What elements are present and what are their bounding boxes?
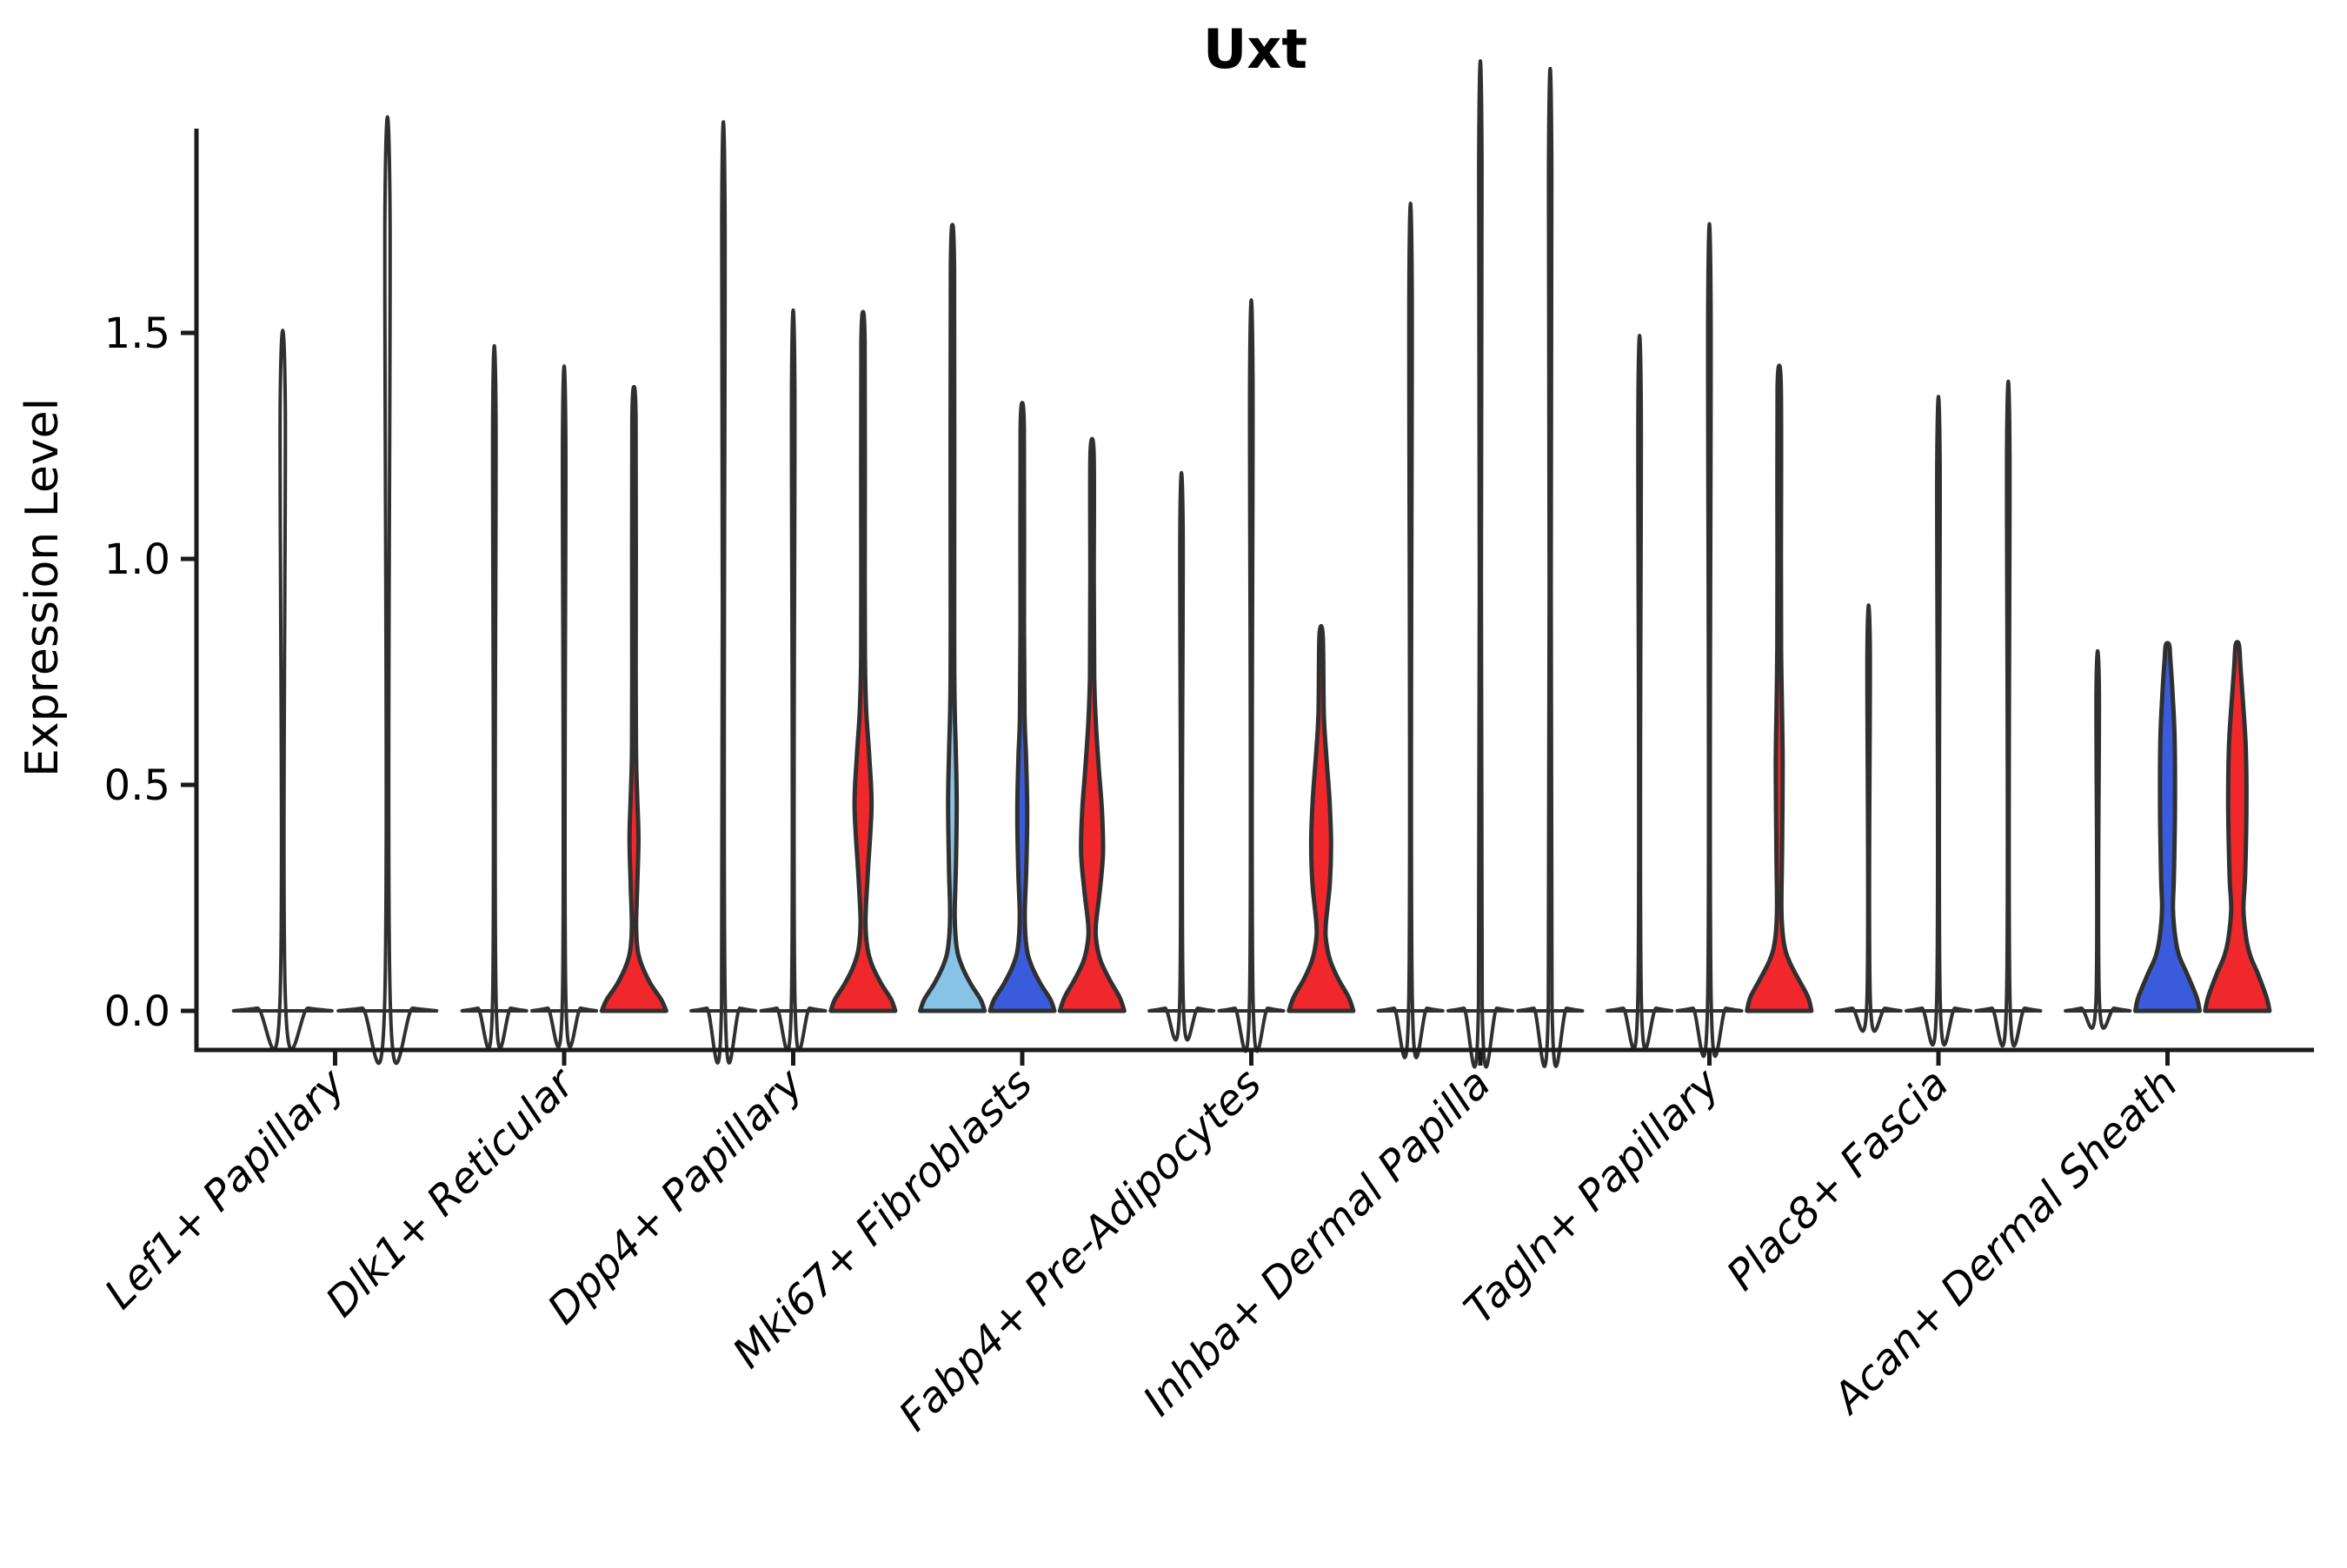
violin-plac8-fascia-2 [1905,395,1972,1047]
violin-tagln-papillary-2 [1675,222,1744,1059]
violin-dpp4-papillary-2 [759,308,828,1053]
violin-lef1-papillary-1 [231,329,334,1051]
x-tick-label: Fabp4+ Pre-Adipocytes [889,1060,1271,1441]
violin-inhba-dermal-papilla-3 [1516,66,1585,1068]
y-tick-label: 0.5 [104,761,170,810]
violin-plac8-fascia-3 [1974,379,2043,1048]
violin-acan-dermal-sheath-2 [2133,641,2202,1013]
y-tick-label: 0.0 [104,987,170,1036]
violin-dlk1-reticular-3 [599,384,668,1013]
y-tick-label: 1.5 [104,309,170,358]
violin-dlk1-reticular-1 [460,343,529,1050]
x-tick-label: Dpp4+ Papillary [538,1059,813,1333]
violin-lef1-papillary-2 [336,115,439,1066]
violin-mki67-fibroblasts-2 [987,401,1057,1013]
violin-mki67-fibroblasts-1 [918,223,987,1013]
violin-inhba-dermal-papilla-2 [1446,59,1514,1069]
violin-plac8-fascia-1 [1834,603,1903,1033]
x-tick-label: Tagln+ Papillary [1455,1059,1730,1333]
violin-fabp4-pre-adipocytes-2 [1217,298,1286,1053]
violin-fabp4-pre-adipocytes-1 [1147,470,1216,1042]
violin-acan-dermal-sheath-1 [2064,648,2132,1030]
violins-layer [231,59,2272,1069]
x-tick-label: Dlk1+ Reticular [316,1058,586,1327]
axis-spines [194,129,2314,1053]
violin-tagln-papillary-3 [1745,363,1814,1013]
violin-dpp4-papillary-3 [828,309,898,1013]
violin-tagln-papillary-1 [1606,333,1674,1051]
y-axis-label: Expression Level [17,398,69,777]
violin-dlk1-reticular-2 [530,364,598,1049]
violin-dpp4-papillary-1 [689,120,758,1065]
x-tick-label: Lef1+ Papillary [96,1059,356,1319]
axes-layer [181,129,2314,1066]
violin-inhba-dermal-papilla-1 [1376,202,1445,1060]
violin-fabp4-pre-adipocytes-3 [1287,623,1356,1013]
violin-acan-dermal-sheath-3 [2203,640,2272,1013]
chart-title: Uxt [1203,17,1307,81]
violin-mki67-fibroblasts-3 [1057,436,1127,1013]
y-tick-label: 1.0 [104,535,170,584]
x-tick-label: Plac8+ Fascia [1718,1060,1958,1300]
